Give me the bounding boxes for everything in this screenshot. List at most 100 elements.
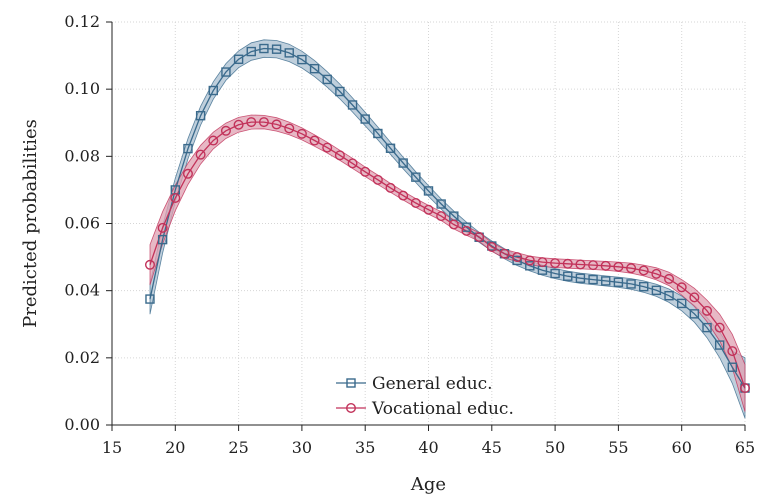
series-markers (144, 43, 751, 394)
data-point (638, 265, 649, 276)
data-point (461, 225, 472, 236)
ci-band (149, 114, 746, 412)
data-point (309, 135, 320, 146)
data-point (448, 219, 459, 230)
x-tick-label: 25 (228, 438, 248, 457)
data-point (524, 255, 535, 266)
y-axis-title: Predicted probabilities (20, 119, 41, 328)
data-point (296, 128, 307, 139)
data-point (613, 277, 624, 287)
data-point (436, 211, 447, 222)
x-tick-label: 50 (545, 438, 565, 457)
x-tick-label: 55 (608, 438, 628, 457)
series-line (149, 121, 746, 389)
data-point (740, 383, 751, 394)
data-point (702, 305, 713, 316)
data-point (208, 135, 219, 146)
data-point (486, 242, 497, 253)
legend-label: Vocational educ. (371, 399, 514, 419)
y-tick-label: 0.00 (64, 415, 100, 434)
data-point (550, 268, 560, 279)
data-point (651, 268, 662, 279)
data-point (360, 166, 371, 177)
data-point (398, 190, 409, 201)
x-tick-label: 65 (735, 438, 755, 457)
data-point (385, 182, 396, 193)
data-point (423, 186, 434, 196)
data-point (398, 158, 408, 168)
data-point (259, 43, 269, 54)
data-point (714, 322, 725, 333)
data-point (499, 248, 510, 259)
data-point (221, 67, 231, 77)
data-point (284, 123, 295, 134)
data-point (575, 273, 586, 283)
data-point (271, 119, 282, 130)
series-lines (149, 47, 746, 389)
x-axis-title: Age (410, 474, 446, 495)
y-tick-label: 0.02 (64, 348, 100, 367)
data-point (347, 158, 358, 169)
data-point (689, 292, 700, 303)
data-point (525, 261, 535, 271)
data-point (676, 282, 687, 293)
data-point (601, 276, 611, 286)
data-point (335, 86, 345, 97)
y-tick-label: 0.12 (64, 12, 100, 31)
data-point (271, 44, 282, 54)
data-point (474, 231, 485, 242)
data-point (284, 48, 294, 58)
data-point (512, 255, 522, 266)
x-tick-label: 30 (292, 438, 312, 457)
confidence-bands (149, 39, 746, 419)
data-point (157, 222, 168, 233)
data-point (550, 258, 561, 269)
data-point (436, 199, 446, 209)
data-point (588, 260, 599, 271)
data-point (347, 100, 358, 110)
data-point (626, 279, 636, 289)
legend-marker (346, 403, 357, 414)
data-point (562, 258, 573, 269)
y-tick-label: 0.06 (64, 214, 100, 233)
ci-band (149, 39, 746, 419)
data-point (322, 142, 333, 153)
data-point (626, 263, 637, 274)
x-tick-label: 45 (482, 438, 502, 457)
data-point (563, 271, 573, 281)
data-point (170, 192, 181, 203)
data-point (664, 273, 675, 284)
data-point (195, 149, 206, 160)
data-point (145, 294, 155, 304)
data-point (664, 291, 674, 301)
data-point (385, 143, 396, 153)
data-point (512, 252, 523, 263)
y-tick-label: 0.04 (64, 281, 100, 300)
data-point (220, 125, 231, 136)
data-point (727, 346, 738, 357)
data-point (461, 222, 472, 232)
data-point (588, 274, 598, 285)
legend: General educ. Vocational educ. (336, 374, 514, 419)
legend-label: General educ. (372, 374, 493, 394)
series-line (149, 47, 746, 389)
x-tick-label: 35 (355, 438, 375, 457)
data-point (309, 63, 320, 74)
data-point (195, 110, 206, 121)
data-point (689, 309, 700, 319)
x-tick-label: 40 (418, 438, 438, 457)
data-point (639, 281, 649, 292)
data-point (575, 259, 586, 270)
data-point (410, 198, 421, 209)
y-tick-label: 0.08 (64, 146, 100, 165)
data-point (208, 85, 218, 96)
x-axis-ticks: 15 20 25 30 35 40 45 50 55 60 65 (102, 425, 755, 457)
data-point (233, 54, 244, 64)
data-point (600, 260, 611, 271)
x-tick-label: 15 (102, 438, 122, 457)
data-point (411, 172, 421, 182)
data-point (297, 54, 307, 65)
data-point (182, 168, 193, 179)
data-point (233, 119, 244, 130)
data-point (157, 234, 168, 245)
